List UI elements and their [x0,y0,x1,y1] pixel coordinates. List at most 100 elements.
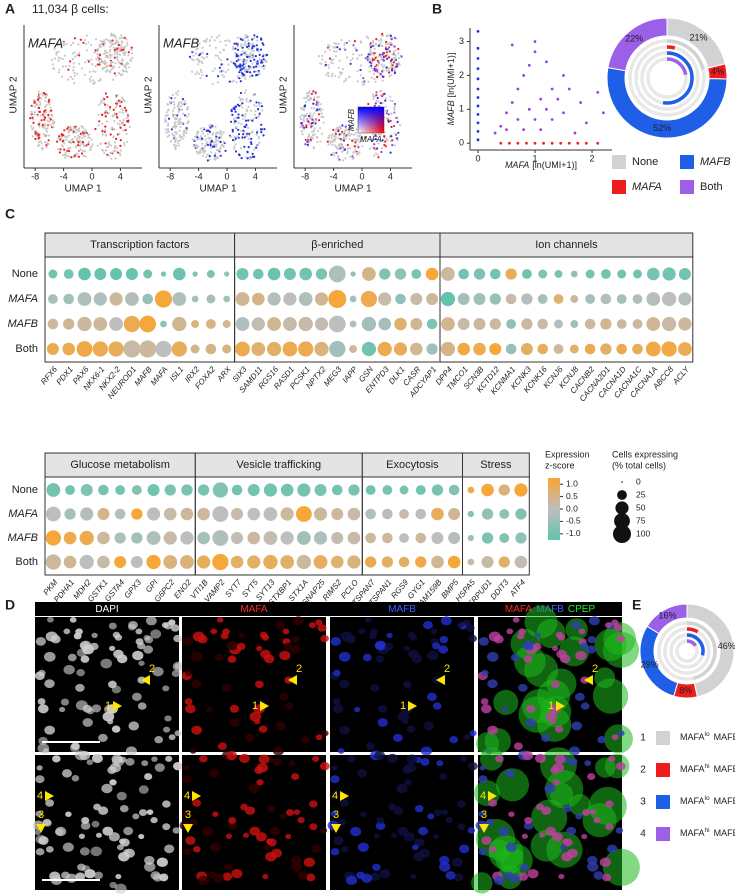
legend-swatch [680,155,694,169]
umap-cell [244,136,246,138]
nucleus [83,705,92,713]
umap-cell [165,111,167,113]
umap-cell [383,135,385,137]
umap-cell [327,64,329,66]
umap-cell [386,69,388,71]
dot [332,485,343,496]
value-label: 21% [690,32,708,42]
umap-cell [367,81,369,83]
umap-cell [174,148,176,150]
umap-cell [377,65,379,67]
umap-cell [306,119,308,121]
umap-cell [332,139,334,141]
nucleus [248,784,259,794]
umap-cell [72,69,74,71]
ring-arc [667,59,686,75]
umap-cell [241,106,243,108]
umap-cell [202,155,204,157]
umap-cell [191,71,193,73]
umap-cell [246,98,248,100]
cpep-signal [471,872,492,893]
dot [231,532,243,544]
umap-cell [57,137,59,139]
umap-cell [109,51,111,53]
umap-cell [343,137,345,139]
umap-cell [201,74,203,76]
nucleus [239,633,245,638]
umap-cell [80,39,82,41]
nucleus [190,748,197,754]
umap-cell [104,126,106,128]
nucleus [139,785,149,793]
dot [458,269,469,280]
nucleus [322,730,329,736]
umap-cell [252,156,254,158]
umap-cell [107,104,109,106]
dot [490,269,501,280]
umap-cell [199,77,201,79]
umap-cell [114,53,116,55]
umap-cell [253,34,255,36]
x-axis-label: MAFA[ln(UMI+1)] [505,160,577,170]
row-label: None [12,268,38,280]
umap-cell [377,69,379,71]
nucleus [59,707,65,712]
umap-cell [391,69,393,71]
umap-cell [73,82,75,84]
dot [114,556,126,568]
umap-cell [251,120,253,122]
umap-cell [207,154,209,156]
umap-cell [80,141,82,143]
umap-cell [352,44,354,46]
dot [251,342,265,356]
umap-cell [44,127,46,129]
value-label: 22% [625,33,643,43]
scatter-point [477,77,480,80]
umap-cell [342,146,344,148]
legend-tick-label: 0.5 [566,491,578,501]
umap-cell [342,68,344,70]
umap-cell [321,108,323,110]
nucleus [468,762,478,770]
umap-cell [300,118,302,120]
umap-cell [216,143,218,145]
umap-cell [62,66,64,68]
dot [253,269,264,280]
nucleus [354,707,360,712]
dot [601,269,611,279]
umap-cell [123,51,125,53]
umap-cell [87,143,89,145]
nucleus [420,758,429,766]
dot [314,507,327,520]
umap-cell [324,51,326,53]
dot [554,320,563,329]
ring-track [636,47,698,109]
umap-cell [240,99,242,101]
umap-cell [391,139,393,141]
umap-cell [221,133,223,135]
nucleus [117,792,127,801]
umap-cell [321,113,323,115]
dot [283,317,297,331]
umap-cell [194,136,196,138]
nucleus [309,622,316,628]
nucleus [199,755,208,762]
x-tick-label: -8 [301,171,309,181]
umap-cell [246,100,248,102]
umap-cell [303,116,305,118]
nucleus [184,765,190,770]
row-label: None [12,484,38,496]
dot [365,533,376,544]
legend-label: MAFAloMAFBlo [680,731,735,743]
nucleus [157,858,168,867]
scatter-point [534,118,537,121]
dot [263,555,277,569]
umap-cell [253,104,255,106]
umap-cell [80,148,82,150]
nucleus [35,775,44,783]
dot [236,292,250,306]
umap-cell [72,53,74,55]
nucleus [290,645,300,653]
umap-cell [97,63,99,65]
umap-cell [95,65,97,67]
